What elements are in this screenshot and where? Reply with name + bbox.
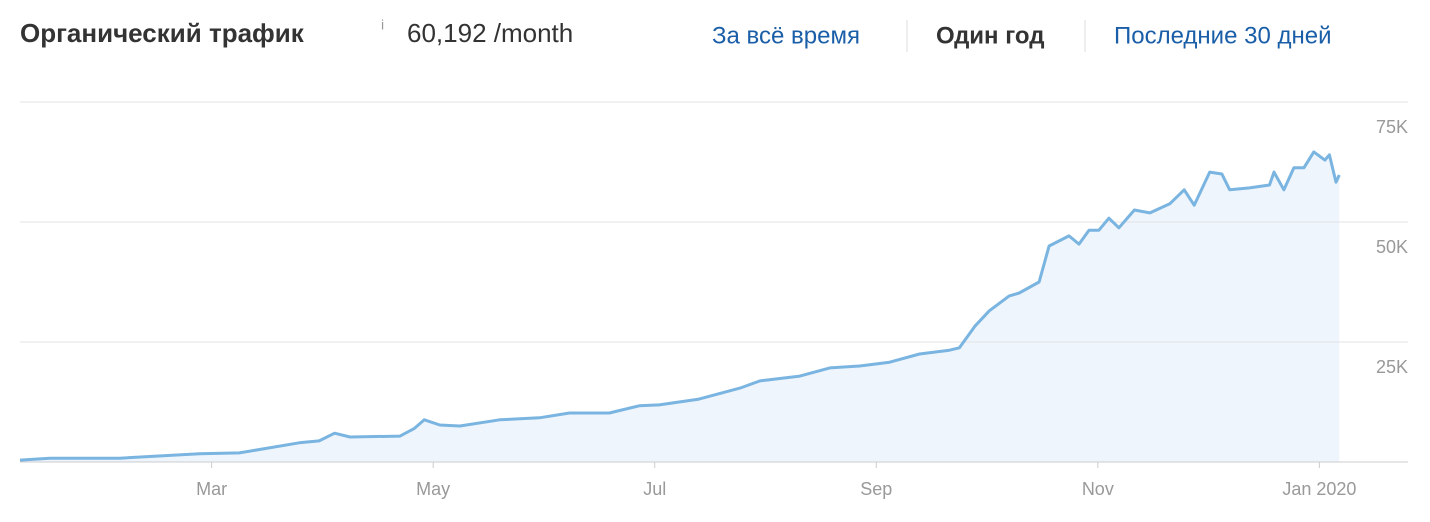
- line: [19, 150, 1341, 462]
- title: Органический трафик: [20, 18, 305, 48]
- y-tick-label: 50K: [1376, 237, 1408, 257]
- tab[interactable]: Последние 30 дней: [1114, 22, 1331, 49]
- tab[interactable]: Один год: [936, 22, 1044, 49]
- tab[interactable]: За всё время: [712, 22, 860, 49]
- y-tick-label: 25K: [1376, 357, 1408, 377]
- area: [20, 151, 1340, 462]
- y-tick-label: 75K: [1376, 117, 1408, 137]
- x-tick-label: May: [416, 479, 450, 499]
- x-tick-label: Mar: [196, 479, 227, 499]
- total: 60,192 /month: [407, 18, 573, 48]
- x-tick-label: Jan 2020: [1282, 479, 1356, 499]
- x-tick-label: Nov: [1082, 479, 1114, 499]
- x-tick-label: Sep: [860, 479, 892, 499]
- info-icon[interactable]: i: [381, 17, 384, 33]
- x-tick-label: Jul: [643, 479, 666, 499]
